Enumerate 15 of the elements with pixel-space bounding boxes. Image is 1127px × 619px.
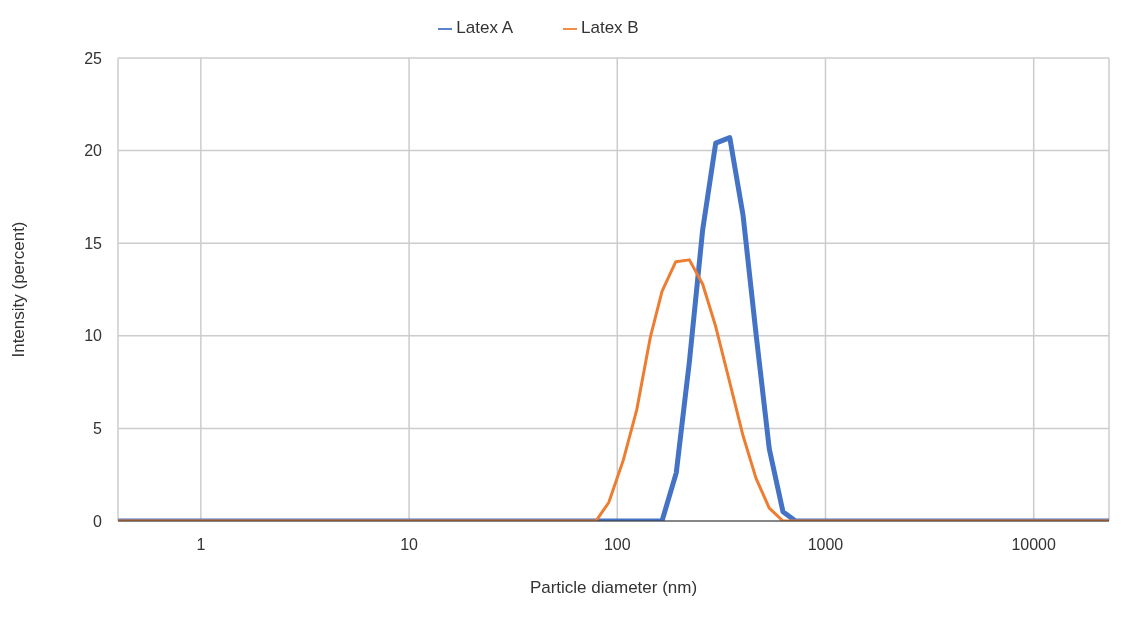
x-tick-label: 10 xyxy=(400,536,419,554)
y-tick-label: 10 xyxy=(84,327,103,345)
x-tick-label: 1 xyxy=(196,536,206,554)
y-tick-label: 0 xyxy=(93,512,103,530)
x-tick-label: 10000 xyxy=(1011,536,1057,554)
legend-label: Latex A xyxy=(456,18,514,37)
y-tick-label: 20 xyxy=(84,142,103,160)
y-tick-label: 15 xyxy=(84,234,103,252)
x-axis-title: Particle diameter (nm) xyxy=(529,578,698,597)
y-tick-label: 5 xyxy=(93,420,103,438)
y-axis-title: Intensity (percent) xyxy=(9,221,29,358)
legend-label: Latex B xyxy=(581,18,639,37)
x-tick-label: 1000 xyxy=(807,536,844,554)
x-tick-label: 100 xyxy=(603,536,631,554)
y-tick-label: 25 xyxy=(84,49,103,67)
